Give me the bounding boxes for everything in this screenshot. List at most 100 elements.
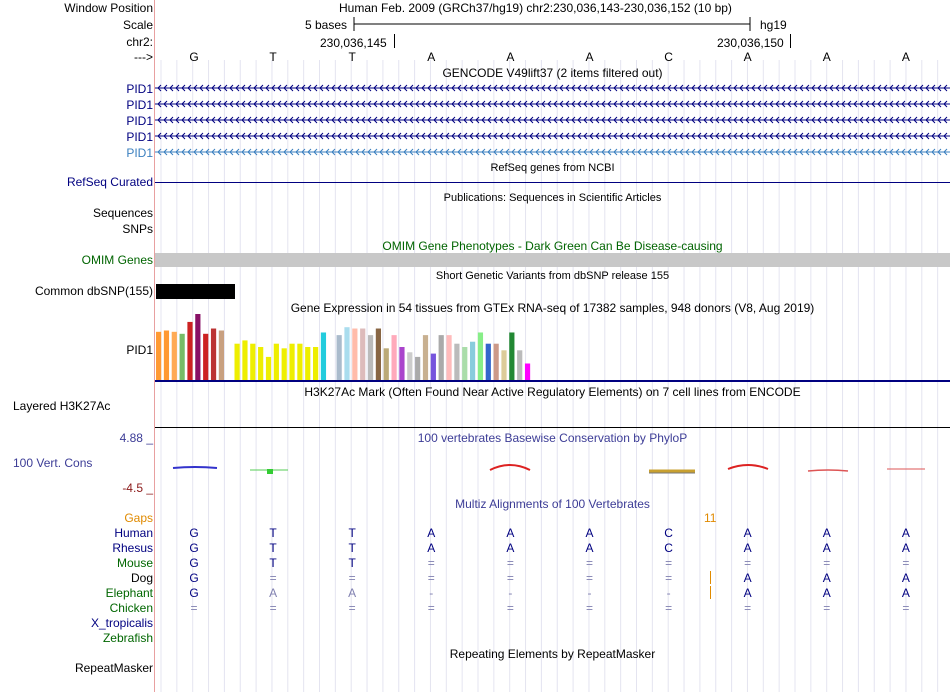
strand-arrow [775, 148, 780, 156]
strand-arrow [901, 84, 906, 92]
refseq-track-title[interactable]: RefSeq genes from NCBI [490, 162, 615, 174]
strand-arrow [175, 100, 180, 108]
gencode-gene-lines[interactable] [155, 80, 950, 160]
strand-arrow [403, 132, 408, 140]
strand-arrow [385, 148, 390, 156]
multiz-base: = [902, 556, 910, 570]
strand-arrow [847, 116, 852, 124]
strand-arrow [883, 116, 888, 124]
multiz-species-label[interactable]: Chicken [109, 601, 153, 615]
multiz-species-label[interactable]: Zebrafish [102, 631, 153, 645]
strand-arrow [457, 116, 462, 124]
strand-arrow [565, 148, 570, 156]
refseq-gene-line[interactable] [155, 182, 950, 183]
dbsnp-variant-bar[interactable] [156, 284, 235, 299]
multiz-base: T [269, 526, 277, 540]
strand-arrow [373, 148, 378, 156]
gtex-tissue-bar [250, 343, 256, 380]
gtex-label[interactable]: PID1 [126, 343, 153, 357]
strand-arrow [613, 84, 618, 92]
gencode-item-label[interactable]: PID1 [126, 82, 153, 96]
strand-arrow [409, 116, 414, 124]
strand-arrow [301, 116, 306, 124]
strand-arrow [877, 100, 882, 108]
multiz-base: T [348, 556, 356, 570]
gtex-bar-chart[interactable] [155, 314, 950, 382]
multiz-species-label[interactable]: Mouse [116, 556, 153, 570]
publications-label-snps[interactable]: SNPs [122, 222, 153, 236]
omim-track-title[interactable]: OMIM Gene Phenotypes - Dark Green Can Be… [382, 239, 723, 253]
strand-arrow [385, 84, 390, 92]
strand-arrow [697, 148, 702, 156]
strand-arrow [187, 132, 192, 140]
strand-arrow [325, 148, 330, 156]
gtex-tissue-bar [462, 347, 468, 380]
strand-arrow [325, 100, 330, 108]
strand-arrow [565, 132, 570, 140]
publications-label-sequences[interactable]: Sequences [92, 206, 153, 220]
strand-arrow [925, 116, 930, 124]
strand-arrow [289, 100, 294, 108]
strand-arrow [163, 148, 168, 156]
strand-arrow [481, 116, 486, 124]
strand-arrow [535, 84, 540, 92]
strand-arrow [577, 132, 582, 140]
strand-arrow [445, 148, 450, 156]
gencode-track-title[interactable]: GENCODE V49lift37 (2 items filtered out) [442, 66, 663, 80]
omim-feature-bar[interactable] [155, 253, 950, 267]
gtex-tissue-bar [446, 335, 452, 380]
gtex-track-title[interactable]: Gene Expression in 54 tissues from GTEx … [290, 301, 815, 315]
strand-arrow [505, 132, 510, 140]
gtex-tissue-bar [485, 343, 491, 380]
strand-arrow [895, 84, 900, 92]
strand-arrow [673, 132, 678, 140]
gencode-item-label[interactable]: PID1 [126, 146, 153, 160]
repeatmasker-label[interactable]: RepeatMasker [74, 661, 153, 675]
strand-arrow [487, 116, 492, 124]
dbsnp-label[interactable]: Common dbSNP(155) [34, 284, 153, 298]
strand-arrow [595, 116, 600, 124]
strand-arrow [409, 148, 414, 156]
gaps-label[interactable]: Gaps [124, 511, 153, 525]
phylop-conservation-plot[interactable] [155, 458, 950, 478]
gencode-item-label[interactable]: PID1 [126, 130, 153, 144]
repeatmasker-track-title[interactable]: Repeating Elements by RepeatMasker [449, 647, 656, 661]
strand-arrow [247, 148, 252, 156]
multiz-base: T [348, 526, 356, 540]
multiz-base: A [743, 586, 752, 600]
strand-arrow [529, 100, 534, 108]
multiz-base: G [189, 571, 199, 585]
multiz-track-title[interactable]: Multiz Alignments of 100 Vertebrates [455, 497, 650, 511]
dbsnp-track-title[interactable]: Short Genetic Variants from dbSNP releas… [435, 270, 670, 282]
strand-arrow [583, 148, 588, 156]
gencode-item-label[interactable]: PID1 [126, 98, 153, 112]
strand-arrow [703, 100, 708, 108]
strand-arrow [175, 132, 180, 140]
strand-arrow [187, 148, 192, 156]
h3k27ac-track-title[interactable]: H3K27Ac Mark (Often Found Near Active Re… [304, 385, 801, 399]
strand-arrow [205, 84, 210, 92]
refseq-label[interactable]: RefSeq Curated [66, 175, 153, 189]
publications-track-title[interactable]: Publications: Sequences in Scientific Ar… [443, 192, 662, 204]
strand-arrow [505, 100, 510, 108]
multiz-species-label[interactable]: Human [114, 526, 153, 540]
strand-arrow [757, 148, 762, 156]
multiz-base: T [348, 541, 356, 555]
multiz-species-label[interactable]: X_tropicalis [90, 616, 153, 630]
strand-arrow [313, 148, 318, 156]
multiz-species-label[interactable]: Elephant [105, 586, 153, 600]
strand-arrow [361, 116, 366, 124]
phylop-track-title[interactable]: 100 vertebrates Basewise Conservation by… [417, 431, 688, 445]
strand-arrow [691, 148, 696, 156]
strand-arrow [733, 132, 738, 140]
omim-label[interactable]: OMIM Genes [81, 253, 153, 267]
h3k27ac-label[interactable]: Layered H3K27Ac [13, 399, 111, 413]
phylop-label[interactable]: 100 Vert. Cons [13, 456, 93, 470]
strand-arrow [391, 84, 396, 92]
strand-arrow [595, 132, 600, 140]
multiz-species-label[interactable]: Rhesus [112, 541, 153, 555]
gencode-item-label[interactable]: PID1 [126, 114, 153, 128]
multiz-base: = [427, 571, 435, 585]
multiz-species-label[interactable]: Dog [130, 571, 153, 585]
strand-arrow [817, 100, 822, 108]
